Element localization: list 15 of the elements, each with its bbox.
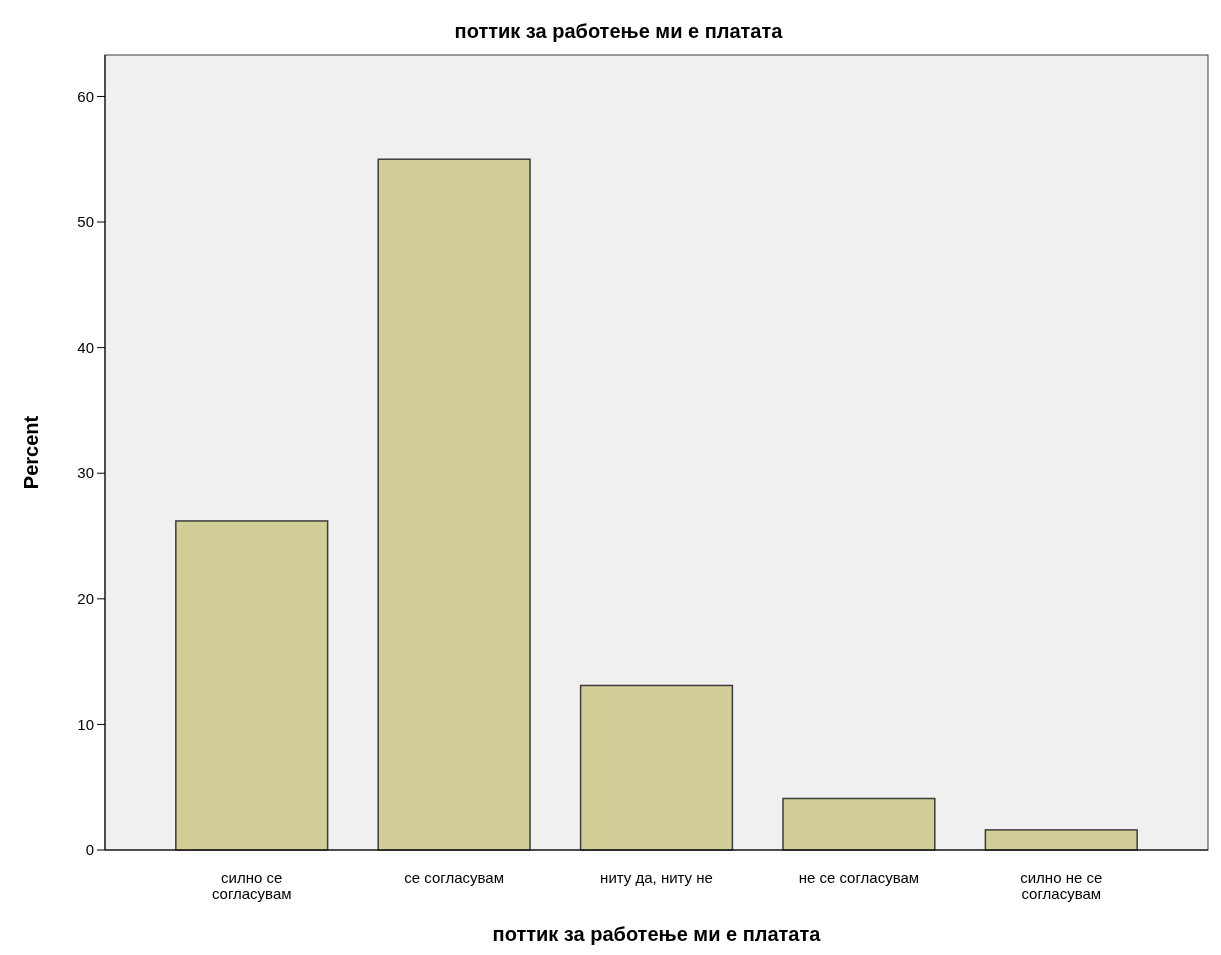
y-axis-title: Percent: [20, 415, 42, 490]
x-tick-label: силно се согласувам: [211, 869, 292, 902]
y-tick-label: 10: [77, 715, 94, 733]
x-tick-label: ниту да, ниту не: [600, 869, 713, 886]
y-tick-label: 20: [77, 590, 94, 608]
x-tick-label: не се согласувам: [798, 869, 920, 886]
y-tick-label: 30: [77, 464, 94, 482]
y-tick-label: 40: [77, 338, 94, 356]
x-axis-title: поттик за работење ми е платата: [492, 923, 822, 945]
y-tick-label: 50: [77, 213, 94, 231]
y-tick-label: 0: [85, 841, 94, 859]
x-tick-label: силно не се согласувам: [1020, 869, 1103, 902]
x-tick-label: се согласувам: [404, 869, 504, 886]
y-tick-label: 60: [77, 87, 94, 105]
chart-title: поттик за работење ми е платата: [454, 20, 784, 42]
